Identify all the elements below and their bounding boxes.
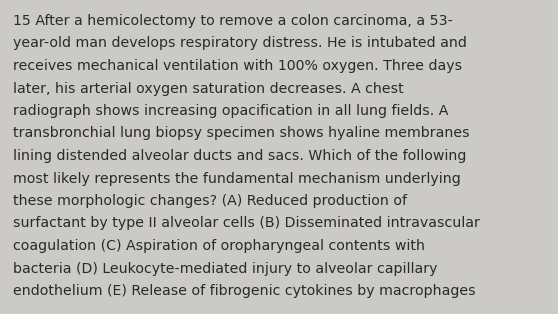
Text: 15 After a hemicolectomy to remove a colon carcinoma, a 53-: 15 After a hemicolectomy to remove a col…: [13, 14, 453, 28]
Text: radiograph shows increasing opacification in all lung fields. A: radiograph shows increasing opacificatio…: [13, 104, 449, 118]
Text: transbronchial lung biopsy specimen shows hyaline membranes: transbronchial lung biopsy specimen show…: [13, 127, 470, 140]
Text: coagulation (C) Aspiration of oropharyngeal contents with: coagulation (C) Aspiration of oropharyng…: [13, 239, 425, 253]
Text: lining distended alveolar ducts and sacs. Which of the following: lining distended alveolar ducts and sacs…: [13, 149, 466, 163]
Text: bacteria (D) Leukocyte-mediated injury to alveolar capillary: bacteria (D) Leukocyte-mediated injury t…: [13, 262, 437, 275]
Text: year-old man develops respiratory distress. He is intubated and: year-old man develops respiratory distre…: [13, 36, 467, 51]
Text: later, his arterial oxygen saturation decreases. A chest: later, his arterial oxygen saturation de…: [13, 82, 404, 95]
Text: surfactant by type II alveolar cells (B) Disseminated intravascular: surfactant by type II alveolar cells (B)…: [13, 216, 480, 230]
Text: receives mechanical ventilation with 100% oxygen. Three days: receives mechanical ventilation with 100…: [13, 59, 462, 73]
Text: these morphologic changes? (A) Reduced production of: these morphologic changes? (A) Reduced p…: [13, 194, 407, 208]
Text: endothelium (E) Release of fibrogenic cytokines by macrophages: endothelium (E) Release of fibrogenic cy…: [13, 284, 475, 298]
Text: most likely represents the fundamental mechanism underlying: most likely represents the fundamental m…: [13, 171, 461, 186]
